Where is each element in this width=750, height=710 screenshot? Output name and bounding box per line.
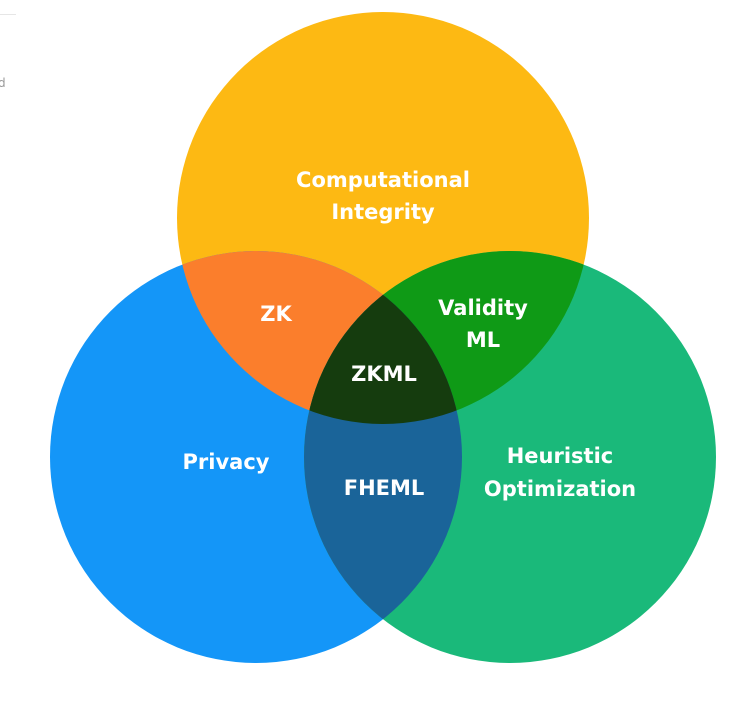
label-integrity: Integrity <box>331 200 435 224</box>
label-validity: Validity <box>438 296 528 320</box>
label-zkml: ZKML <box>351 362 417 386</box>
label-fheml: FHEML <box>344 476 425 500</box>
label-computational: Computational <box>296 168 470 192</box>
label-optimization: Optimization <box>484 477 636 501</box>
edge-text-fragment: d <box>0 76 6 90</box>
label-heuristic: Heuristic <box>507 444 614 468</box>
overlap-zkml <box>304 251 462 424</box>
label-ml: ML <box>466 328 500 352</box>
label-privacy: Privacy <box>183 450 270 474</box>
edge-divider <box>0 14 16 15</box>
label-zk: ZK <box>260 302 292 326</box>
